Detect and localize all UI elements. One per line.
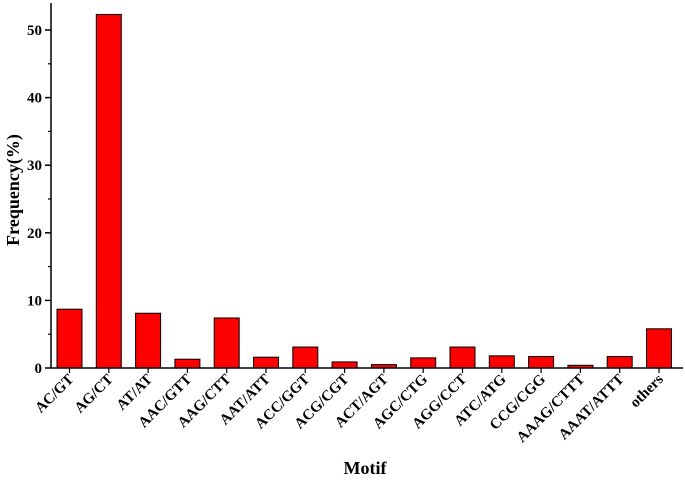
- x-tick-label: AC/GT: [32, 372, 77, 417]
- y-tick-label: 20: [27, 226, 42, 242]
- bars: [56, 13, 672, 369]
- y-axis-title: Frequency(%): [3, 134, 24, 246]
- y-tick-label: 40: [27, 91, 42, 107]
- y-ticks: 0 10 20 30 40 50: [27, 23, 51, 377]
- bar-atc-atg: [488, 355, 515, 369]
- bar-others: [646, 328, 672, 369]
- x-tick-label: AG/CT: [72, 372, 117, 417]
- x-tick-label: AAAG/CTTT: [514, 372, 588, 446]
- bar-at-at: [135, 312, 162, 369]
- y-tick-label: 10: [27, 293, 42, 309]
- y-tick-label: 50: [27, 23, 42, 39]
- bar-acc-ggt: [292, 346, 319, 369]
- x-tick-label: others: [627, 371, 667, 411]
- y-tick-label: 0: [35, 361, 43, 377]
- x-ticks: AC/GTAG/CTAT/ATAAC/GTTAAG/CTTAAT/ATTACC/…: [32, 368, 667, 446]
- bar-agg-cct: [449, 346, 476, 369]
- y-tick-label: 30: [27, 158, 42, 174]
- bar-agc-ctg: [410, 357, 437, 369]
- bar-ccg-cgg: [528, 356, 555, 369]
- bar-aat-att: [253, 356, 279, 369]
- bar-acg-cgt: [331, 361, 358, 369]
- bar-ag-ct: [95, 13, 122, 369]
- bar-aag-ctt: [213, 317, 240, 369]
- bar-aac-gtt: [174, 358, 201, 369]
- bar-ac-gt: [56, 308, 83, 369]
- bar-aaat-attt: [606, 356, 633, 369]
- x-axis-title: Motif: [344, 458, 388, 478]
